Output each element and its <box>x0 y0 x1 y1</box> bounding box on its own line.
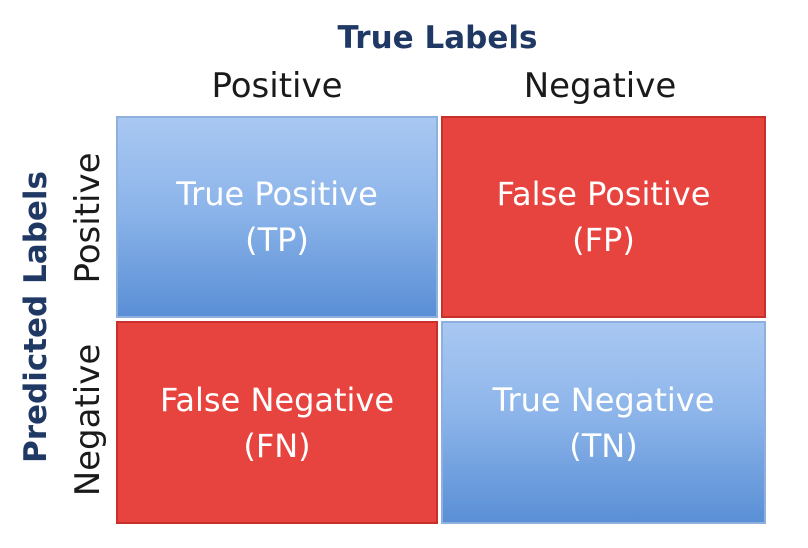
column-header-negative: Negative <box>523 66 677 106</box>
cell-false-positive-abbr: (FP) <box>572 221 635 259</box>
cell-true-negative: True Negative (TN) <box>441 321 766 524</box>
row-header-positive: Positive <box>68 152 108 284</box>
cell-false-negative-abbr: (FN) <box>243 426 311 465</box>
cell-false-positive: False Positive (FP) <box>441 116 766 318</box>
cell-true-negative-abbr: (TN) <box>569 426 638 465</box>
cell-true-positive-abbr: (TP) <box>245 221 309 259</box>
true-labels-title: True Labels <box>337 20 538 56</box>
cell-true-negative-label: True Negative <box>492 380 715 419</box>
column-header-positive: Positive <box>211 66 343 106</box>
cell-true-positive: True Positive (TP) <box>116 116 438 318</box>
cell-false-negative: False Negative (FN) <box>116 321 438 524</box>
predicted-labels-title: Predicted Labels <box>18 170 54 464</box>
cell-false-negative-label: False Negative <box>159 380 395 419</box>
cell-false-positive-label: False Positive <box>496 175 711 213</box>
row-header-negative: Negative <box>68 343 108 497</box>
cell-true-positive-label: True Positive <box>176 175 378 213</box>
